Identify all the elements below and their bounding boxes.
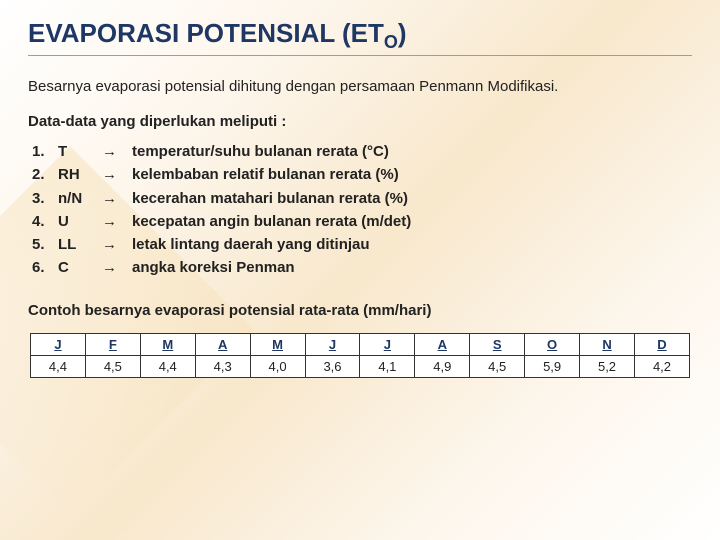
list-item: 3.n/N→kecerahan matahari bulanan rerata … <box>32 187 692 210</box>
table-header-cell: J <box>31 333 86 355</box>
table-header-cell: D <box>634 333 689 355</box>
table-header-cell: J <box>305 333 360 355</box>
table-header-cell: F <box>85 333 140 355</box>
item-description: kecepatan angin bulanan rerata (m/det) <box>132 210 692 233</box>
item-symbol: U <box>58 210 102 233</box>
list-item: 6.C→angka koreksi Penman <box>32 256 692 279</box>
arrow-icon: → <box>102 233 132 256</box>
table-header-cell: M <box>140 333 195 355</box>
item-description: kelembaban relatif bulanan rerata (%) <box>132 163 692 186</box>
item-number: 5. <box>32 233 58 256</box>
table-header-cell: A <box>195 333 250 355</box>
table-cell: 4,0 <box>250 355 305 377</box>
list-item: 5.LL→letak lintang daerah yang ditinjau <box>32 233 692 256</box>
evaporation-table: JFMAMJJASOND 4,44,54,44,34,03,64,14,94,5… <box>30 333 690 378</box>
list-item: 1.T→temperatur/suhu bulanan rerata (°C) <box>32 140 692 163</box>
arrow-icon: → <box>102 163 132 186</box>
title-main: EVAPORASI POTENSIAL (ET <box>28 18 384 48</box>
item-symbol: RH <box>58 163 102 186</box>
item-symbol: n/N <box>58 187 102 210</box>
list-item: 2.RH→kelembaban relatif bulanan rerata (… <box>32 163 692 186</box>
intro-text: Besarnya evaporasi potensial dihitung de… <box>28 78 692 95</box>
title-subscript: O <box>384 32 398 52</box>
table-cell: 4,1 <box>360 355 415 377</box>
table-header-cell: J <box>360 333 415 355</box>
data-subhead: Data-data yang diperlukan meliputi : <box>28 113 692 130</box>
item-description: temperatur/suhu bulanan rerata (°C) <box>132 140 692 163</box>
example-caption: Contoh besarnya evaporasi potensial rata… <box>28 302 692 319</box>
table-cell: 4,5 <box>85 355 140 377</box>
table-row: 4,44,54,44,34,03,64,14,94,55,95,24,2 <box>31 355 690 377</box>
item-symbol: T <box>58 140 102 163</box>
item-number: 2. <box>32 163 58 186</box>
arrow-icon: → <box>102 140 132 163</box>
table-cell: 4,4 <box>31 355 86 377</box>
item-number: 1. <box>32 140 58 163</box>
page-title: EVAPORASI POTENSIAL (ETO) <box>28 18 692 56</box>
item-symbol: LL <box>58 233 102 256</box>
table-cell: 4,5 <box>470 355 525 377</box>
arrow-icon: → <box>102 256 132 279</box>
item-number: 6. <box>32 256 58 279</box>
item-number: 4. <box>32 210 58 233</box>
table-cell: 4,2 <box>634 355 689 377</box>
table-header-cell: M <box>250 333 305 355</box>
table-body: 4,44,54,44,34,03,64,14,94,55,95,24,2 <box>31 355 690 377</box>
item-number: 3. <box>32 187 58 210</box>
table-header-cell: O <box>525 333 580 355</box>
data-items-list: 1.T→temperatur/suhu bulanan rerata (°C)2… <box>32 140 692 280</box>
item-description: angka koreksi Penman <box>132 256 692 279</box>
table-cell: 4,3 <box>195 355 250 377</box>
table-cell: 5,2 <box>580 355 635 377</box>
table-cell: 4,9 <box>415 355 470 377</box>
title-close: ) <box>398 18 407 48</box>
table-cell: 3,6 <box>305 355 360 377</box>
table-header-cell: S <box>470 333 525 355</box>
item-symbol: C <box>58 256 102 279</box>
table-cell: 4,4 <box>140 355 195 377</box>
table-header-cell: N <box>580 333 635 355</box>
item-description: kecerahan matahari bulanan rerata (%) <box>132 187 692 210</box>
list-item: 4.U→kecepatan angin bulanan rerata (m/de… <box>32 210 692 233</box>
table-header-cell: A <box>415 333 470 355</box>
arrow-icon: → <box>102 187 132 210</box>
arrow-icon: → <box>102 210 132 233</box>
table-cell: 5,9 <box>525 355 580 377</box>
table-header-row: JFMAMJJASOND <box>31 333 690 355</box>
item-description: letak lintang daerah yang ditinjau <box>132 233 692 256</box>
